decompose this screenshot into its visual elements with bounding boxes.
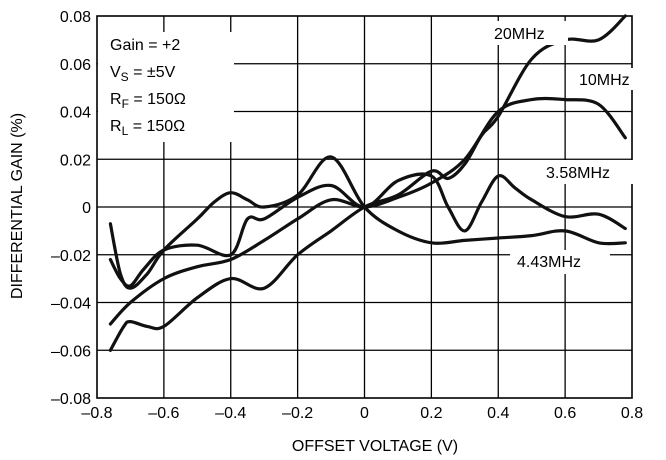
x-tick-label: 0.4 bbox=[487, 405, 509, 422]
legend-rl: RL = 150Ω bbox=[110, 118, 185, 138]
grid bbox=[97, 16, 632, 398]
y-tick-label: –0.08 bbox=[51, 391, 91, 408]
curves bbox=[108, 14, 627, 352]
y-tick-label: 0.08 bbox=[60, 9, 91, 26]
legend-gain: Gain = +2 bbox=[110, 37, 180, 54]
x-tick-label: 0.8 bbox=[621, 405, 643, 422]
x-tick-label: –0.6 bbox=[148, 405, 179, 422]
x-tick-label: 0 bbox=[360, 405, 369, 422]
conditions-legend: Gain = +2 VS = ±5V RF = 150Ω RL = 150Ω bbox=[98, 32, 234, 142]
x-tick-label: 0.6 bbox=[554, 405, 576, 422]
x-tick-label: 0.2 bbox=[420, 405, 442, 422]
x-tick-label: –0.8 bbox=[81, 405, 112, 422]
legend-supply: VS = ±5V bbox=[110, 64, 176, 84]
y-tick-label: 0 bbox=[82, 200, 91, 217]
y-tick-label: 0.02 bbox=[60, 152, 91, 169]
y-tick-label: –0.06 bbox=[51, 343, 91, 360]
x-tick-label: –0.2 bbox=[282, 405, 313, 422]
series-labels: 20MHz 10MHz 3.58MHz 4.43MHz bbox=[486, 21, 639, 274]
y-tick-label: 0.06 bbox=[60, 57, 91, 74]
series-label-20mhz: 20MHz bbox=[494, 26, 545, 43]
legend-rf: RF = 150Ω bbox=[110, 91, 186, 111]
y-tick-label: –0.02 bbox=[51, 248, 91, 265]
y-tick-label: 0.04 bbox=[60, 105, 91, 122]
plot-frame bbox=[96, 15, 633, 399]
series-label-358mhz: 3.58MHz bbox=[546, 165, 610, 182]
x-tick-label: –0.4 bbox=[215, 405, 246, 422]
series-line-443mhz bbox=[108, 155, 627, 290]
series-label-10mhz: 10MHz bbox=[579, 72, 630, 89]
y-axis-label: DIFFERENTIAL GAIN (%) bbox=[9, 113, 26, 299]
y-tick-label: –0.04 bbox=[51, 296, 91, 313]
y-tick-labels: 0.08 0.06 0.04 0.02 0 –0.02 –0.04 –0.06 –0.08 bbox=[51, 9, 91, 408]
x-tick-labels: –0.8 –0.6 –0.4 –0.2 0 0.2 0.4 0.6 0.8 bbox=[81, 405, 643, 422]
x-axis-label: OFFSET VOLTAGE (V) bbox=[292, 438, 458, 455]
series-label-443mhz: 4.43MHz bbox=[517, 254, 581, 271]
